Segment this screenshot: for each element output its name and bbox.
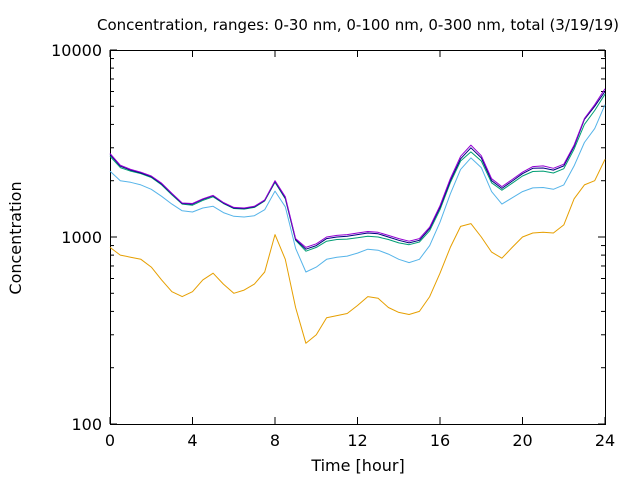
series-line-2: [109, 104, 606, 273]
x-tick-label: 24: [595, 431, 615, 450]
x-tick-label: 20: [512, 431, 532, 450]
y-axis-label: Concentration: [6, 181, 25, 294]
x-tick-label: 8: [270, 431, 280, 450]
series-lines: [109, 88, 606, 344]
series-line-5: [109, 88, 606, 248]
x-tick-label: 12: [347, 431, 367, 450]
x-axis-label: Time [hour]: [310, 456, 404, 475]
x-tick-label: 0: [105, 431, 115, 450]
series-line-3: [109, 93, 606, 252]
y-tick-label: 10000: [51, 41, 102, 60]
y-tick-label: 100: [71, 415, 102, 434]
series-line-1: [109, 159, 606, 344]
x-tick-label: 16: [430, 431, 450, 450]
series-line-4: [109, 91, 606, 250]
chart-title: Concentration, ranges: 0-30 nm, 0-100 nm…: [97, 16, 619, 34]
y-tick-label: 1000: [61, 228, 102, 247]
x-tick-label: 4: [187, 431, 197, 450]
axis-ticks: 0 4 8 12 16 20 24 100 1000 10000: [51, 41, 615, 450]
